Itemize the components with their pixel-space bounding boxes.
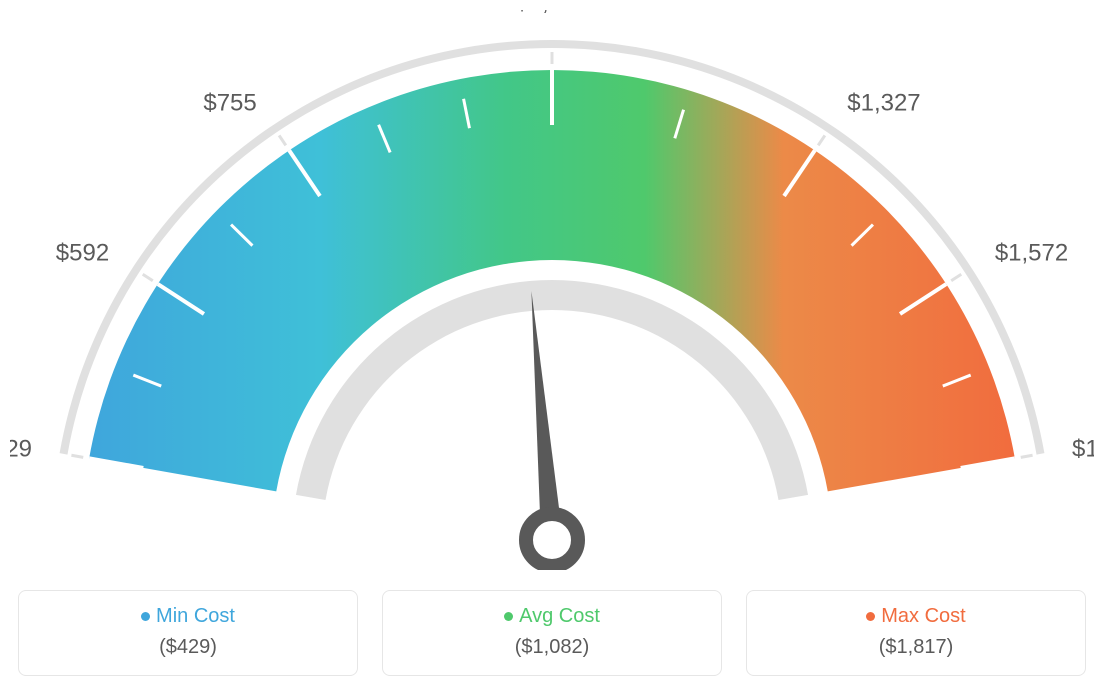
gauge-needle bbox=[531, 291, 563, 541]
legend-box: Max Cost ($1,817) bbox=[746, 590, 1086, 676]
gauge-tick-label: $592 bbox=[56, 239, 109, 266]
legend-value: ($1,817) bbox=[757, 636, 1075, 659]
legend-label: Avg Cost bbox=[519, 605, 600, 627]
legend-dot-icon bbox=[141, 612, 150, 621]
legend-box: Avg Cost ($1,082) bbox=[382, 590, 722, 676]
gauge-tick-label: $755 bbox=[203, 89, 256, 116]
legend-dot-icon bbox=[866, 612, 875, 621]
legend-title: Avg Cost bbox=[393, 605, 711, 628]
legend-row: Min Cost ($429) Avg Cost ($1,082) Max Cost ($… bbox=[10, 590, 1094, 676]
legend-dot-icon bbox=[504, 612, 513, 621]
legend-box: Min Cost ($429) bbox=[18, 590, 358, 676]
gauge-svg: $429 $592 $755 $1,082 $1,327 $1,572 $1,817 bbox=[10, 10, 1094, 570]
legend-value: ($1,082) bbox=[393, 636, 711, 659]
legend-label: Max Cost bbox=[881, 605, 965, 627]
gauge-tick-label: $1,817 bbox=[1072, 435, 1094, 462]
gauge-tick-label: $1,572 bbox=[995, 239, 1068, 266]
cost-gauge-chart: $429 $592 $755 $1,082 $1,327 $1,572 $1,817 bbox=[10, 10, 1094, 570]
legend-value: ($429) bbox=[29, 636, 347, 659]
gauge-tick-label: $1,327 bbox=[847, 89, 920, 116]
legend-title: Max Cost bbox=[757, 605, 1075, 628]
gauge-tick-label: $429 bbox=[10, 435, 32, 462]
gauge-tick-label: $1,082 bbox=[515, 10, 588, 16]
legend-label: Min Cost bbox=[156, 605, 235, 627]
legend-title: Min Cost bbox=[29, 605, 347, 628]
gauge-hub bbox=[526, 514, 578, 566]
